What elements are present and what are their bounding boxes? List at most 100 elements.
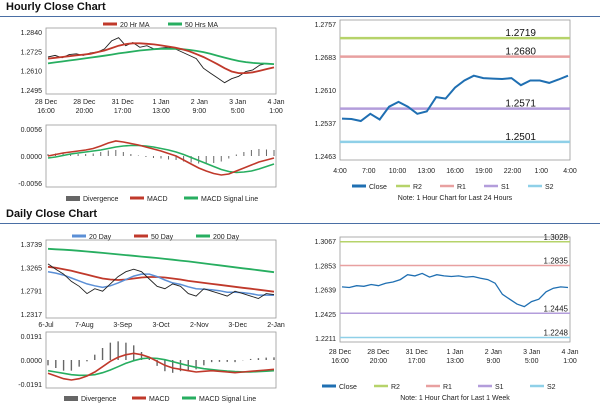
daily-price-x-tick: 3-Dec <box>228 322 247 329</box>
legend-daily-divergence-swatch <box>64 396 78 401</box>
hourly-price-x-tick-time: 16:00 <box>37 108 55 115</box>
weekly_close-legend-close-label: Close <box>339 384 357 391</box>
hourly-title-rule <box>0 16 600 17</box>
hourly-price-plot-area <box>45 27 277 95</box>
weekly_close-y-tick: 1.2211 <box>315 336 336 343</box>
hourly-price-x-tick-time: 13:00 <box>152 108 170 115</box>
hourly_close-x-tick: 13:00 <box>417 168 435 175</box>
hourly_close-legend-r1-label: R1 <box>457 184 466 191</box>
hourly-price-y-tick: 1.2610 <box>21 69 43 76</box>
weekly_close-x-tick-time: 1:00 <box>563 358 577 365</box>
hourly_close-plot-area <box>339 19 571 161</box>
daily-section-title: Daily Close Chart <box>6 208 98 220</box>
legend-daily-macd-label: MACD <box>149 396 170 403</box>
daily-macd-y-tick: 0.0191 <box>21 334 43 341</box>
hourly_close-y-tick: 1.2537 <box>315 121 337 128</box>
daily-macd-y-tick: 0.0000 <box>21 358 43 365</box>
legend-200-day-label: 200 Day <box>213 234 240 241</box>
weekly_close-level-label-r1: 1.2835 <box>544 256 569 265</box>
hourly-price-x-tick-time: 20:00 <box>76 108 94 115</box>
legend-hourly-divergence-swatch <box>66 196 80 201</box>
hourly-price-x-tick-date: 28 Dec <box>35 99 58 106</box>
weekly_close-x-tick-time: 20:00 <box>370 358 388 365</box>
daily-200-day-series <box>47 247 275 274</box>
hourly_close-legend-s1-label: S1 <box>501 184 510 191</box>
daily-price-x-tick: 3-Oct <box>152 322 169 329</box>
hourly-price-y-tick: 1.2840 <box>21 30 43 37</box>
weekly_close-level-label-s2: 1.2248 <box>544 328 569 337</box>
daily-price-y-tick: 1.2791 <box>21 289 43 296</box>
hourly_close-level-label-r2: 1.2719 <box>505 28 536 39</box>
legend-20-day-label: 20 Day <box>89 234 112 241</box>
legend-50hr-ma-label: 50 Hrs MA <box>185 22 218 29</box>
daily-macd-plot-area <box>45 331 277 389</box>
hourly-price-x-tick-date: 2 Jan <box>191 99 208 106</box>
hourly_close-level-label-s2: 1.2501 <box>505 132 536 143</box>
weekly_close-x-tick-date: 3 Jan <box>523 349 540 356</box>
hourly-price-x-tick-date: 4 Jan <box>267 99 284 106</box>
hourly-50hr-ma-series <box>47 47 275 65</box>
weekly_close-legend-s2-label: S2 <box>547 384 556 391</box>
weekly_close-x-tick-time: 13:00 <box>446 358 464 365</box>
hourly_close-level-label-r1: 1.2680 <box>505 47 536 58</box>
hourly_close-x-tick: 16:00 <box>446 168 464 175</box>
weekly_close-legend-r1-label: R1 <box>443 384 452 391</box>
hourly_close-y-tick: 1.2463 <box>315 154 337 161</box>
daily-price-y-tick: 1.2317 <box>21 312 43 319</box>
hourly-price-y-tick: 1.2725 <box>21 49 43 56</box>
hourly-price-x-tick-time: 17:00 <box>114 108 132 115</box>
weekly_close-x-tick-time: 9:00 <box>487 358 501 365</box>
daily-macd-signal-series <box>47 357 275 377</box>
weekly_close-x-tick-date: 2 Jan <box>485 349 502 356</box>
hourly-price-x-tick-time: 1:00 <box>269 108 283 115</box>
hourly_close-y-tick: 1.2683 <box>315 55 337 62</box>
hourly_close-x-tick: 22:00 <box>504 168 522 175</box>
daily-price-series <box>47 263 275 299</box>
weekly_close-x-tick-time: 5:00 <box>525 358 539 365</box>
hourly-macd-y-tick: -0.0056 <box>18 181 42 188</box>
hourly_close-y-tick: 1.2610 <box>315 88 337 95</box>
daily-price-x-tick: 6-Jul <box>38 322 54 329</box>
weekly_close-x-tick-date: 28 Dec <box>367 349 390 356</box>
weekly_close-plot-area <box>339 236 571 343</box>
hourly_close-x-tick: 1:00 <box>534 168 548 175</box>
weekly_close-legend-s1-label: S1 <box>495 384 504 391</box>
weekly_close-y-tick: 1.2853 <box>315 263 337 270</box>
hourly_close-x-tick: 4:00 <box>563 168 577 175</box>
hourly-price-series <box>47 37 275 84</box>
daily-price-x-tick: 7-Aug <box>75 322 94 329</box>
hourly_close-legend-r2-label: R2 <box>413 184 422 191</box>
hourly-macd-y-tick: 0.0056 <box>21 127 43 134</box>
daily-title-rule <box>0 223 600 224</box>
hourly-price-x-tick-date: 3 Jan <box>229 99 246 106</box>
hourly_close-legend-s2-label: S2 <box>545 184 554 191</box>
weekly_close-legend-r2-label: R2 <box>391 384 400 391</box>
hourly-macd-signal-series <box>47 144 275 174</box>
legend-hourly-macd-label: MACD <box>147 196 168 203</box>
weekly_close-x-tick-date: 1 Jan <box>446 349 463 356</box>
hourly-price-x-tick-date: 31 Dec <box>112 99 135 106</box>
weekly_close-y-tick: 1.3067 <box>315 239 337 246</box>
weekly_close-x-tick-date: 4 Jan <box>561 349 578 356</box>
daily-macd-y-tick: -0.0191 <box>18 382 42 389</box>
hourly-macd-y-tick: 0.0000 <box>21 154 43 161</box>
legend-hourly-divergence-label: Divergence <box>83 196 119 203</box>
hourly-price-x-tick-time: 5:00 <box>231 108 245 115</box>
weekly_close-note: Note: 1 Hour Chart for Last 1 Week <box>400 395 510 402</box>
weekly_close-x-tick-time: 17:00 <box>408 358 426 365</box>
weekly_close-x-tick-time: 16:00 <box>331 358 349 365</box>
legend-hourly-macd-signal-label: MACD Signal Line <box>201 196 258 203</box>
daily-20-day-series <box>47 270 275 297</box>
hourly_close-legend-close-label: Close <box>369 184 387 191</box>
weekly_close-level-label-s1: 1.2445 <box>544 304 569 313</box>
daily-price-plot-area <box>45 239 277 319</box>
weekly_close-x-tick-date: 28 Dec <box>329 349 352 356</box>
legend-20hr-ma-label: 20 Hr MA <box>120 22 150 29</box>
hourly_close-x-tick: 19:00 <box>475 168 493 175</box>
legend-50-day-label: 50 Day <box>151 234 174 241</box>
weekly_close-y-tick: 1.2425 <box>315 312 337 319</box>
daily-macd-series <box>47 352 275 381</box>
weekly_close-x-tick-date: 31 Dec <box>406 349 429 356</box>
hourly-section-title: Hourly Close Chart <box>6 1 106 13</box>
